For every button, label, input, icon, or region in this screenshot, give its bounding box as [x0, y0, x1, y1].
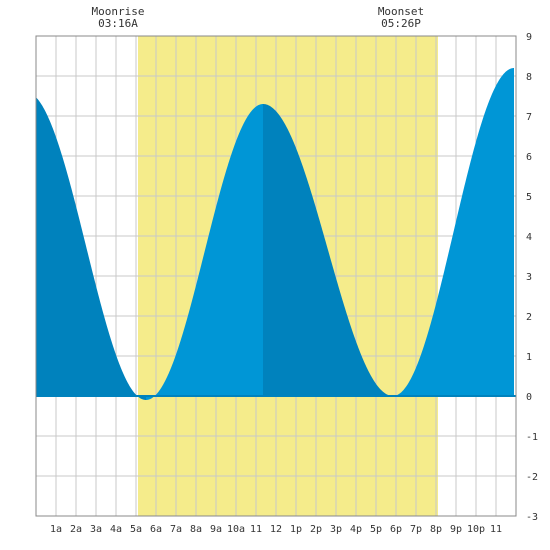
x-tick-label: 3p [330, 524, 342, 535]
x-tick-label: 10a [227, 524, 245, 535]
y-tick-label: 1 [526, 352, 532, 363]
y-tick-label: 2 [526, 312, 532, 323]
tide-area-falling [263, 104, 393, 396]
x-tick-label: 7a [170, 524, 182, 535]
x-tick-label: 12 [270, 524, 282, 535]
x-tick-label: 8a [190, 524, 202, 535]
y-tick-label: 9 [526, 32, 532, 43]
x-tick-label: 6p [390, 524, 402, 535]
x-tick-label: 5a [130, 524, 142, 535]
x-tick-label: 5p [370, 524, 382, 535]
y-tick-label: -1 [526, 432, 538, 443]
x-tick-label: 7p [410, 524, 422, 535]
x-tick-label: 10p [467, 524, 485, 535]
x-tick-label: 9a [210, 524, 222, 535]
y-tick-label: 3 [526, 272, 532, 283]
y-tick-label: 4 [526, 232, 532, 243]
y-tick-label: -2 [526, 472, 538, 483]
y-tick-label: 5 [526, 192, 532, 203]
x-tick-label: 4a [110, 524, 122, 535]
x-tick-label: 1a [50, 524, 62, 535]
tide-area-rising [393, 68, 514, 396]
x-tick-label: 11 [490, 524, 502, 535]
y-tick-label: 7 [526, 112, 532, 123]
y-tick-label: 0 [526, 392, 532, 403]
x-tick-label: 9p [450, 524, 462, 535]
plot-frame [35, 35, 517, 517]
moonset-title: Moonset [377, 5, 425, 18]
x-tick-label: 11 [250, 524, 262, 535]
x-tick-label: 4p [350, 524, 362, 535]
moonrise-label: Moonrise 03:16A [78, 6, 158, 30]
tide-area-rising [146, 104, 263, 400]
y-tick-label: 8 [526, 72, 532, 83]
moonset-label: Moonset 05:26P [361, 6, 441, 30]
x-tick-label: 2p [310, 524, 322, 535]
moonrise-title: Moonrise [91, 5, 145, 18]
x-tick-label: 1p [290, 524, 302, 535]
x-tick-label: 8p [430, 524, 442, 535]
y-tick-label: 6 [526, 152, 532, 163]
moonrise-time: 03:16A [98, 17, 138, 30]
x-tick-label: 3a [90, 524, 102, 535]
tide-area-falling [36, 97, 146, 400]
y-tick-label: -3 [526, 512, 538, 523]
x-tick-label: 2a [70, 524, 82, 535]
x-tick-label: 6a [150, 524, 162, 535]
moonset-time: 05:26P [381, 17, 421, 30]
